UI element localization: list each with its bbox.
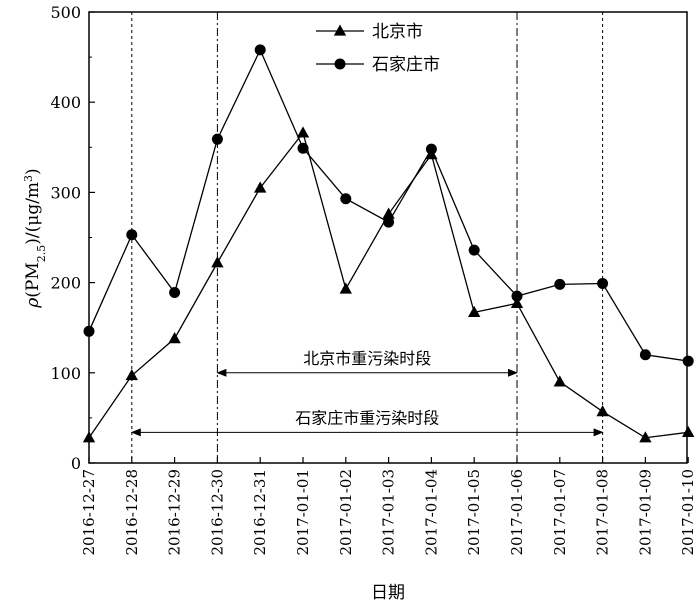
data-point-triangle [296, 126, 310, 138]
x-tick-label: 2017-01-09 [636, 469, 654, 555]
reference-lines [131, 12, 604, 463]
x-tick-label: 2017-01-02 [337, 469, 355, 555]
x-tick-label: 2016-12-28 [123, 469, 141, 555]
data-point-triangle [639, 431, 652, 443]
y-tick-label: 100 [50, 364, 81, 383]
legend-marker-triangle [333, 24, 347, 36]
x-tick-label: 2017-01-04 [422, 469, 440, 555]
annotation-label: 石家庄市重污染时段 [295, 408, 439, 427]
y-tick-label: 0 [71, 454, 81, 473]
data-point-circle [639, 349, 651, 361]
data-point-triangle [596, 405, 609, 417]
data-point-circle [211, 133, 223, 145]
data-point-circle [83, 325, 95, 337]
x-axis-title: 日期 [371, 583, 405, 603]
data-point-triangle [254, 181, 267, 193]
x-tick-label: 2017-01-10 [679, 469, 697, 555]
data-point-circle [340, 193, 352, 205]
x-tick-label: 2016-12-31 [251, 469, 269, 555]
y-tick-label: 500 [50, 3, 81, 22]
plot-frame [88, 11, 688, 464]
data-point-circle [254, 44, 266, 56]
data-point-triangle [553, 375, 566, 387]
data-point-circle [511, 290, 523, 302]
data-point-triangle [510, 296, 524, 309]
data-point-circle [554, 278, 566, 290]
data-point-circle [468, 244, 480, 256]
data-point-circle [169, 287, 181, 299]
data-point-triangle [339, 282, 352, 294]
x-tick-label: 2017-01-08 [594, 469, 612, 555]
data-point-circle [383, 216, 395, 228]
data-point-circle [597, 278, 609, 290]
annotation-label: 北京市重污染时段 [303, 349, 431, 368]
data-point-triangle [82, 431, 96, 443]
x-tick-label: 2017-01-07 [551, 469, 569, 555]
x-tick-label: 2016-12-30 [208, 469, 226, 555]
data-point-triangle [125, 369, 138, 381]
legend-label: 石家庄市 [372, 55, 440, 75]
data-point-triangle [382, 207, 395, 219]
y-axis-title: ρ(PM2.5)/(μg/m3) [22, 168, 48, 308]
x-tick-label: 2017-01-03 [380, 469, 398, 555]
data-point-triangle [468, 305, 481, 318]
series-line [88, 48, 689, 362]
data-point-circle [297, 142, 309, 154]
y-axis: 0 100 200 300 400 500 [50, 3, 95, 473]
y-tick-label: 200 [50, 274, 81, 293]
data-point-triangle [211, 256, 224, 268]
data-point-triangle [168, 332, 181, 344]
y-tick-label: 400 [50, 93, 81, 112]
data-point-circle [425, 143, 437, 155]
series-lines [88, 48, 689, 439]
x-tick-label: 2017-01-05 [465, 469, 483, 555]
data-point-circle [126, 229, 138, 241]
x-tick-label: 2017-01-06 [508, 469, 526, 555]
x-tick-label: 2016-12-27 [80, 469, 98, 555]
x-tick-label: 2017-01-01 [294, 469, 312, 555]
legend-marker-circle [334, 58, 346, 70]
y-tick-label: 300 [50, 183, 81, 202]
x-tick-label: 2016-12-29 [166, 469, 184, 555]
series-markers [82, 44, 695, 443]
data-point-circle [682, 355, 694, 367]
legend-label: 北京市 [372, 22, 423, 42]
data-point-triangle [682, 425, 695, 438]
x-axis: 2016-12-27 2016-12-28 2016-12-29 2016-12-30… [80, 457, 697, 555]
